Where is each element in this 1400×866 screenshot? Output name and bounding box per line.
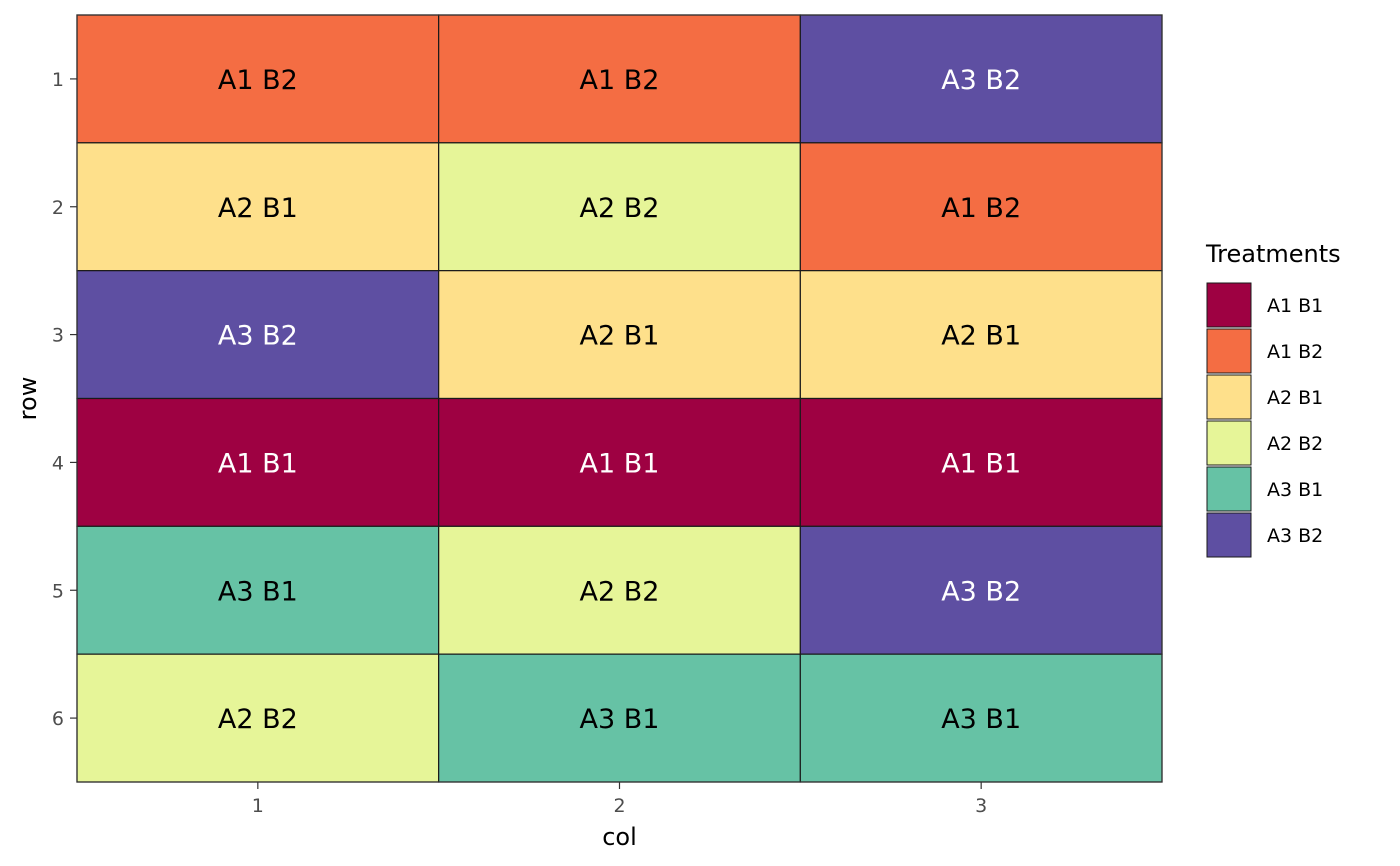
- cell-label: A2 B2: [580, 193, 660, 224]
- legend-items: A1 B1 A1 B2 A2 B1 A2 B2 A3 B1 A3 B2: [1206, 282, 1323, 558]
- legend-title: Treatments: [1205, 240, 1341, 268]
- heatmap-cell: [799, 653, 1163, 783]
- cell-label: A3 B1: [580, 704, 660, 735]
- legend-swatch: [1206, 374, 1252, 420]
- x-axis-title: col: [602, 823, 637, 851]
- heatmap-cell: [438, 270, 801, 400]
- y-axis-title: row: [14, 377, 42, 421]
- x-tick-label: 3: [975, 795, 987, 817]
- legend-label: A2 B1: [1267, 387, 1323, 409]
- cell-label: A3 B1: [941, 704, 1021, 735]
- legend: Treatments A1 B1 A1 B2 A2 B1 A2 B2 A3 B1 A3 B…: [1205, 240, 1341, 558]
- cell-labels-layer: A1 B2 A1 B2 A3 B2 A2 B1 A2 B2 A1 B2 A3 B2 A2 B1…: [218, 65, 1021, 735]
- legend-swatch: [1206, 466, 1252, 512]
- legend-label: A3 B1: [1267, 479, 1323, 501]
- y-tick-label: 5: [52, 580, 64, 602]
- cell-label: A1 B1: [218, 448, 298, 479]
- heatmap-cell: [438, 653, 801, 783]
- legend-label: A2 B2: [1267, 433, 1323, 455]
- heatmap-cell: [438, 142, 801, 272]
- cell-label: A3 B2: [218, 321, 298, 352]
- y-tick-label: 3: [52, 325, 64, 347]
- cell-label: A3 B2: [941, 65, 1021, 96]
- heatmap-cell: [799, 397, 1163, 527]
- cell-label: A2 B2: [580, 576, 660, 607]
- legend-swatch: [1206, 512, 1252, 558]
- cell-label: A3 B1: [218, 576, 298, 607]
- cell-label: A1 B2: [218, 65, 298, 96]
- cell-label: A1 B2: [941, 193, 1021, 224]
- heatmap-cell: [76, 525, 440, 655]
- heatmap-cell: [799, 142, 1163, 272]
- legend-swatch: [1206, 420, 1252, 466]
- cell-label: A1 B1: [941, 448, 1021, 479]
- x-tick-label: 2: [613, 795, 625, 817]
- legend-swatch: [1206, 282, 1252, 328]
- cell-label: A1 B1: [580, 448, 660, 479]
- cell-label: A1 B2: [580, 65, 660, 96]
- y-tick-label: 1: [52, 69, 64, 91]
- y-tick-label: 2: [52, 197, 64, 219]
- heatmap-cell: [438, 525, 801, 655]
- legend-label: A3 B2: [1267, 525, 1323, 547]
- legend-swatch: [1206, 328, 1252, 374]
- heatmap-cell: [76, 270, 440, 400]
- axes-layer: 1 2 3 1 2 3 4 5 6: [52, 69, 987, 817]
- heatmap-cell: [76, 14, 440, 144]
- legend-label: A1 B1: [1267, 295, 1323, 317]
- cell-label: A2 B1: [580, 321, 660, 352]
- heatmap-cell: [438, 14, 801, 144]
- y-tick-label: 4: [52, 452, 64, 474]
- cells-layer: [76, 14, 1163, 783]
- cell-label: A2 B1: [941, 321, 1021, 352]
- x-tick-label: 1: [252, 795, 264, 817]
- cell-label: A2 B2: [218, 704, 298, 735]
- cell-label: A2 B1: [218, 193, 298, 224]
- heatmap-cell: [76, 397, 440, 527]
- legend-label: A1 B2: [1267, 341, 1323, 363]
- cell-label: A3 B2: [941, 576, 1021, 607]
- heatmap-cell: [799, 525, 1163, 655]
- y-tick-label: 6: [52, 708, 64, 730]
- heatmap-cell: [76, 142, 440, 272]
